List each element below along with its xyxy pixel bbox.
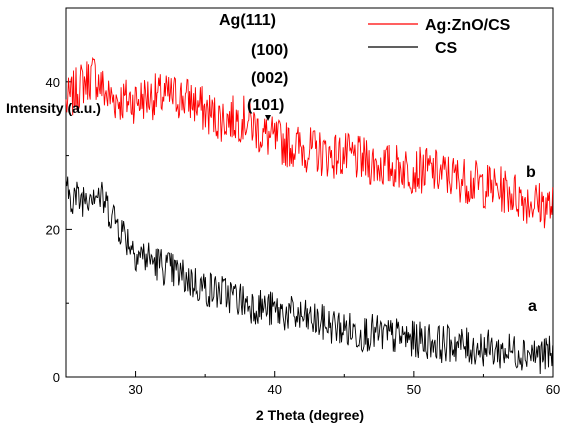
- y-tick-label: 0: [53, 370, 60, 385]
- curve-label-a: a: [528, 298, 537, 315]
- y-axis-title: Intensity (a.u.): [6, 100, 101, 116]
- x-tick-label: 40: [267, 382, 281, 397]
- peak-label-002: (002): [251, 70, 288, 87]
- x-axis-title: 2 Theta (degree): [256, 407, 364, 423]
- plot-frame: [65, 7, 554, 378]
- legend-label-cs: CS: [435, 40, 458, 57]
- legend-label-ag-zno-cs: Ag:ZnO/CS: [425, 17, 511, 34]
- peak-arrow-icon: [265, 115, 271, 121]
- x-tick-label: 30: [128, 382, 142, 397]
- y-tick-label: 40: [46, 75, 60, 90]
- peak-label-100: (100): [251, 42, 288, 59]
- peak-label-ag111: Ag(111): [219, 12, 276, 29]
- curve-label-b: b: [526, 164, 536, 181]
- axes: 30 40 50 60 0 20 40: [46, 7, 560, 397]
- series-layer: [65, 56, 554, 375]
- series-line-0: [65, 56, 554, 229]
- x-tick-label: 50: [407, 382, 421, 397]
- series-line-1: [65, 176, 554, 375]
- legend: Ag:ZnO/CS CS: [368, 17, 511, 57]
- peak-label-101: (101): [247, 97, 284, 114]
- peak-annotations: Ag(111) (100) (002) (101): [219, 12, 288, 121]
- x-tick-label: 60: [546, 382, 560, 397]
- y-tick-label: 20: [46, 222, 60, 237]
